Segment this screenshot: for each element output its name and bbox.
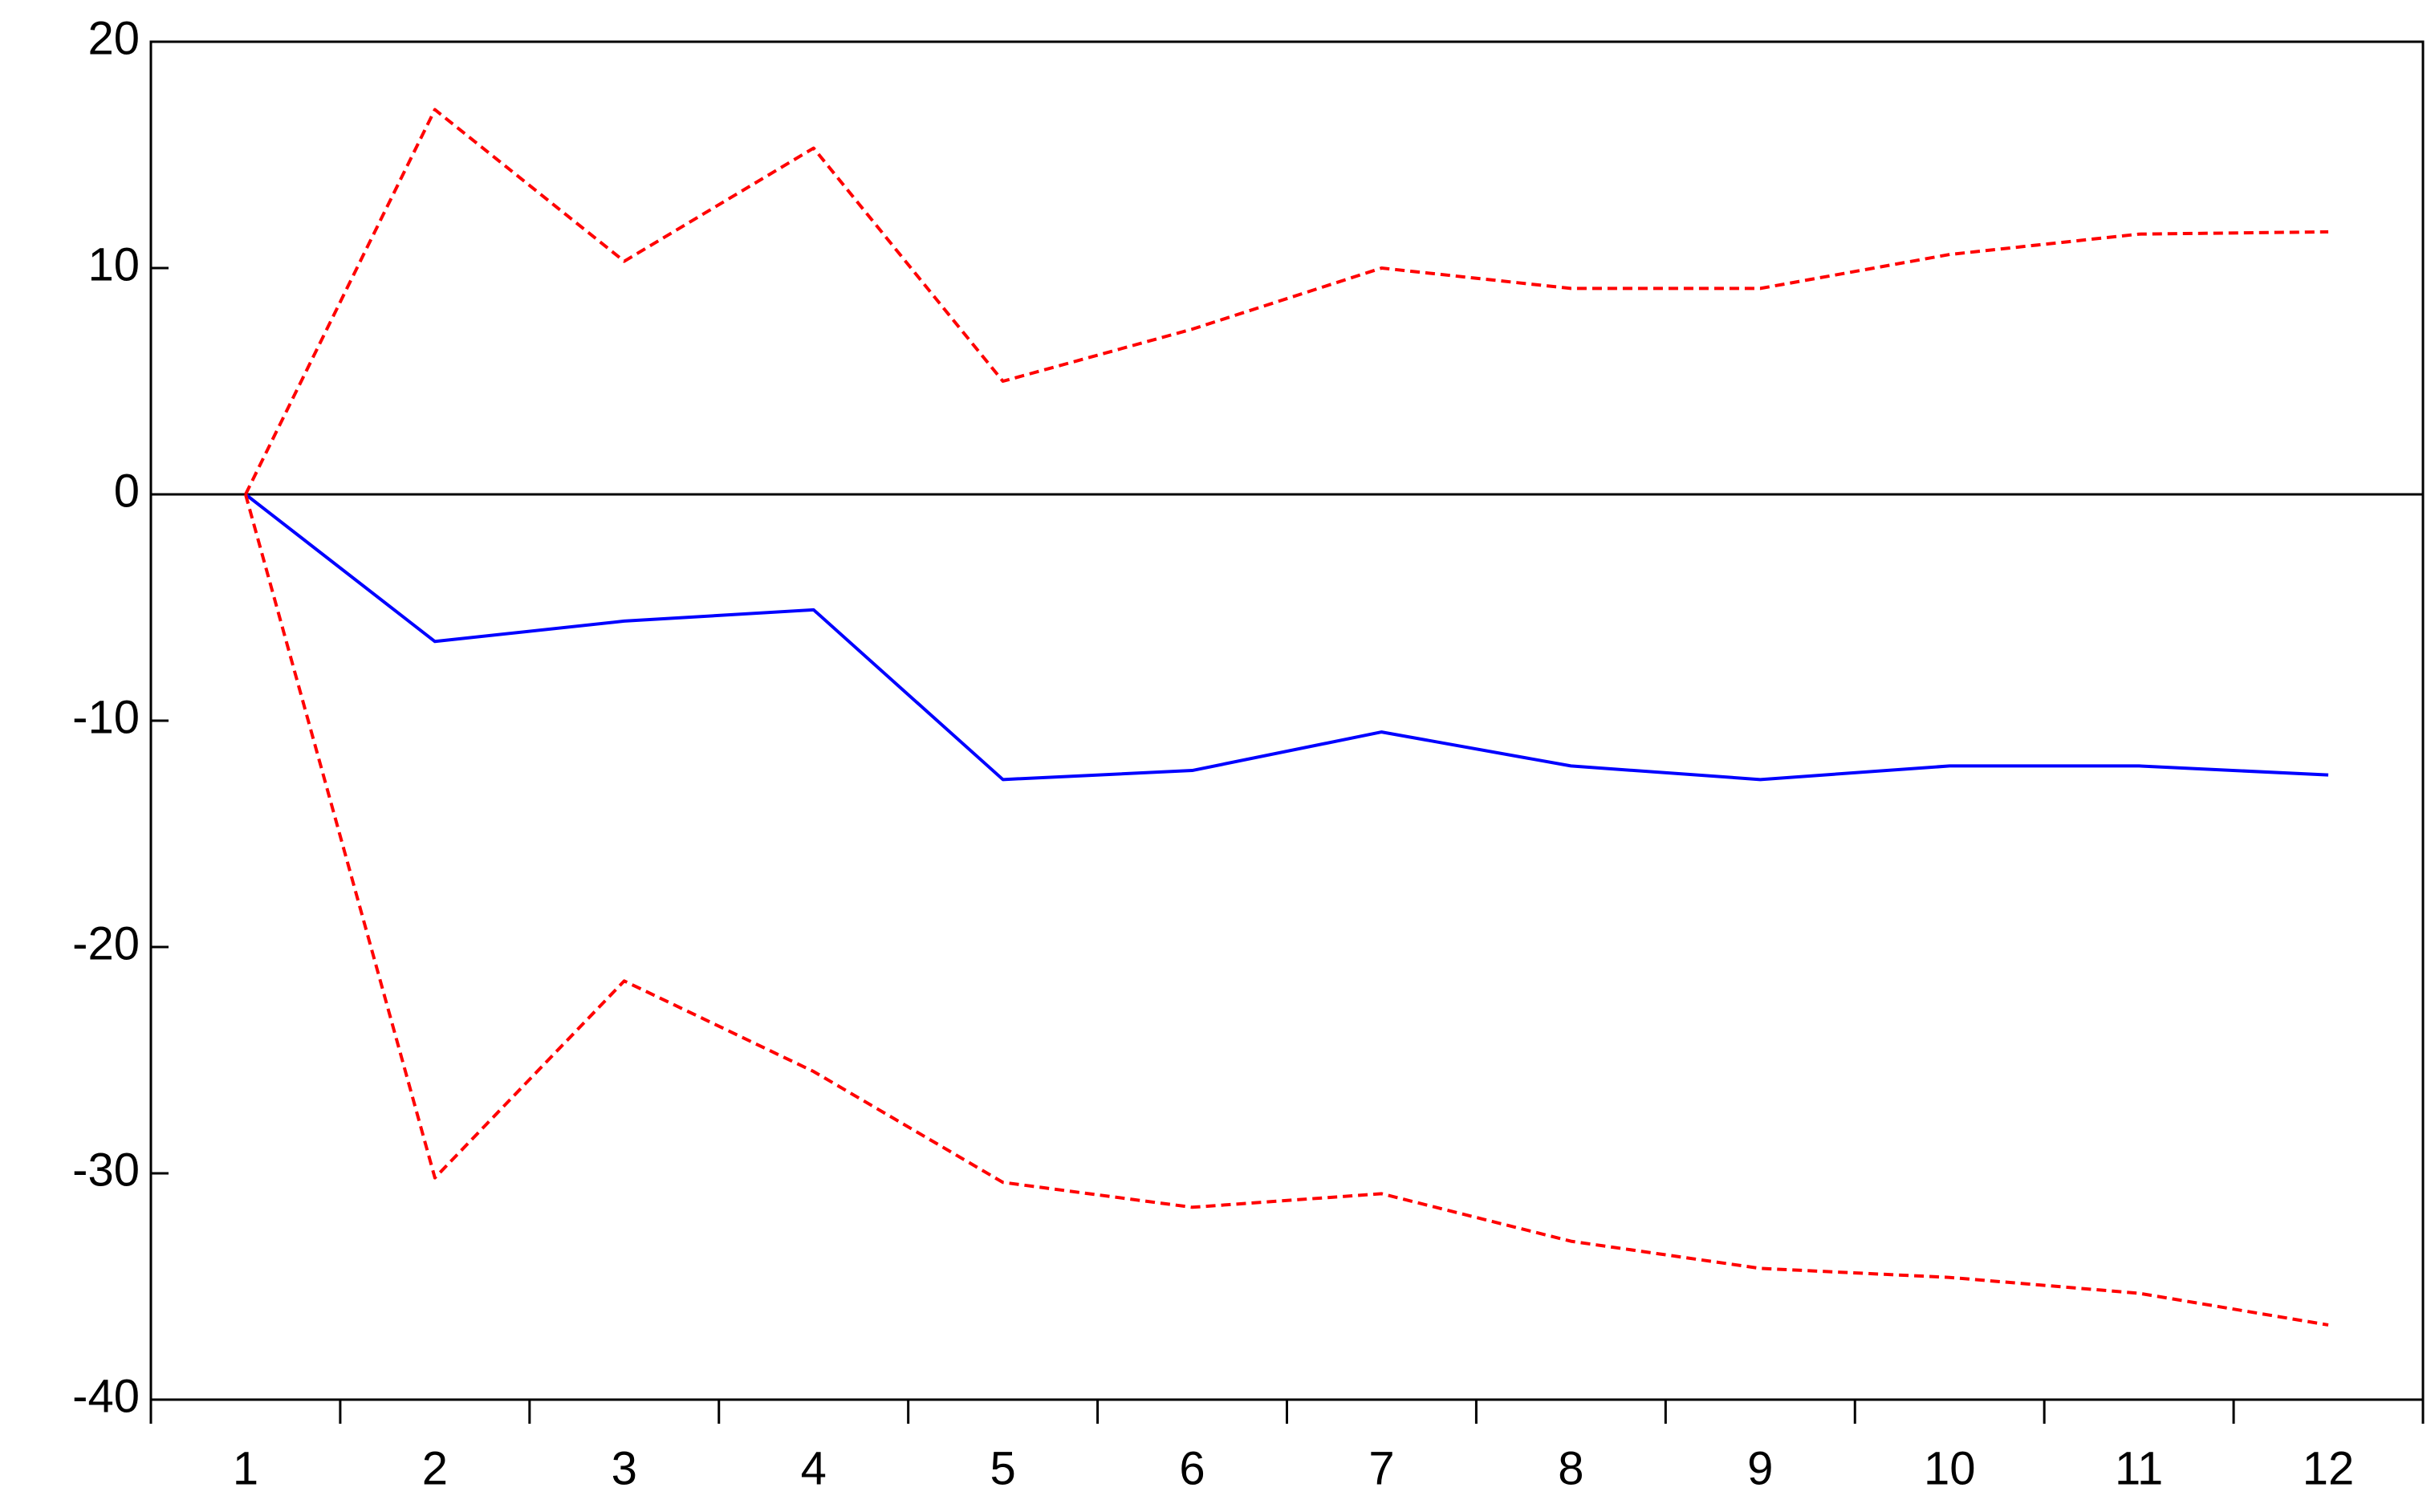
y-tick-label: 0 [114, 465, 140, 517]
y-tick-label: 10 [87, 238, 140, 291]
y-tick-label: -30 [72, 1144, 140, 1196]
x-tick-label: 1 [233, 1442, 258, 1494]
y-tick-label: 20 [87, 12, 140, 64]
x-tick-label: 8 [1558, 1442, 1583, 1494]
x-tick-label: 6 [1179, 1442, 1205, 1494]
y-tick-label: -20 [72, 917, 140, 969]
y-tick-label: -40 [72, 1370, 140, 1422]
x-tick-label: 7 [1368, 1442, 1394, 1494]
series-line [244, 494, 2329, 1327]
x-tick-label: 12 [2303, 1442, 2355, 1494]
x-tick-label: 2 [422, 1442, 448, 1494]
x-tick-label: 3 [612, 1442, 637, 1494]
x-tick-label: 9 [1747, 1442, 1773, 1494]
x-tick-label: 10 [1924, 1442, 1976, 1494]
plot-frame [149, 40, 2425, 1401]
x-tick-label: 11 [2115, 1442, 2163, 1494]
series-line [244, 108, 2329, 495]
series-line [244, 493, 2329, 782]
x-tick-label: 4 [801, 1442, 827, 1494]
x-tick-label: 5 [990, 1442, 1015, 1494]
y-tick-label: -10 [72, 691, 140, 743]
